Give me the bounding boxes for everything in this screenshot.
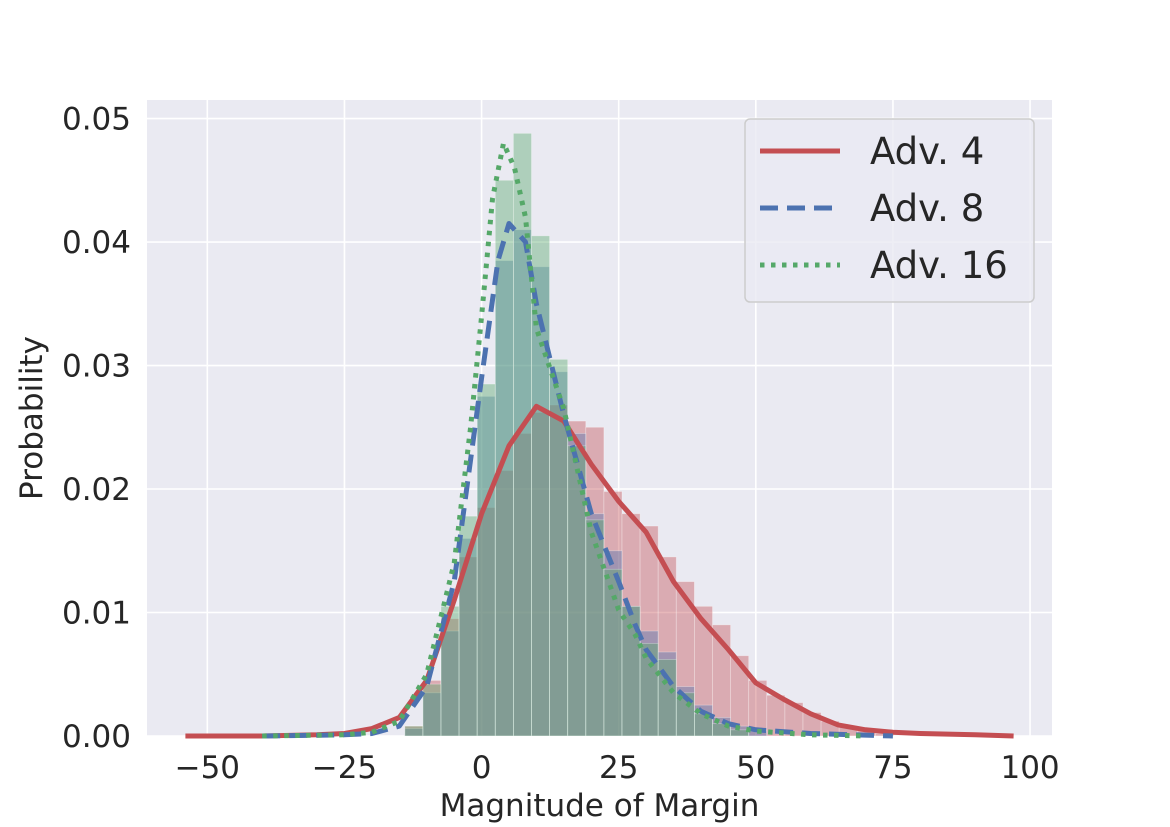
hist-bar-series-2 [512,229,532,737]
hist-bar-series-3 [567,445,587,737]
x-tick-label: −25 [312,750,377,786]
hist-bar-series-1 [730,655,750,737]
hist-bar-series-2 [476,395,496,737]
legend-label-series-1: Adv. 4 [870,130,984,173]
hist-bar-series-3 [639,642,659,737]
hist-bar-series-2 [458,538,478,737]
x-tick-label: 0 [472,750,492,786]
hist-bar-series-1 [549,404,569,737]
hist-bar-series-1 [494,470,514,737]
hist-bar-series-3 [657,659,677,737]
hist-bar-series-3 [512,132,532,737]
x-axis-label: Magnitude of Margin [440,788,760,824]
hist-bar-series-3 [730,729,750,737]
kde-line-series-3 [262,140,866,739]
hist-bar-series-1 [693,605,713,737]
hist-bar-series-3 [621,605,641,737]
x-tick-label: 100 [1000,750,1059,786]
hist-bar-series-3 [531,235,550,737]
x-tick-label: 25 [599,750,638,786]
x-tick-label: 75 [873,750,912,786]
hist-bar-series-2 [494,260,514,737]
y-tick-label: 0.05 [62,102,131,138]
density-curves [185,140,1014,739]
y-axis-label: Probability [14,336,50,500]
hist-bar-series-2 [440,630,460,737]
hist-bar-series-3 [476,383,496,737]
legend-label-series-3: Adv. 16 [870,244,1008,287]
hist-bar-series-3 [422,683,442,737]
y-tick-label: 0.00 [62,719,131,755]
legend-label-series-2: Adv. 8 [870,187,984,230]
y-tick-label: 0.01 [62,596,131,632]
hist-bar-series-2 [531,266,550,737]
y-tick-label: 0.04 [62,225,131,261]
hist-bar-series-2 [549,371,569,737]
hist-bar-series-1 [404,725,424,737]
hist-bar-series-1 [422,680,442,737]
hist-bar-series-1 [531,412,550,737]
hist-bar-series-2 [422,692,442,737]
hist-bar-series-1 [712,624,731,737]
axis-ticks: −50 −25 0 25 50 75 100 0.00 0.01 0.02 0.03 0.04 0.05 [62,102,1060,786]
legend: Adv. 4 Adv. 8 Adv. 16 [744,118,1035,303]
hist-bar-series-2 [567,433,587,737]
y-tick-label: 0.02 [62,472,131,508]
hist-bar-series-3 [549,358,569,737]
hist-bar-series-1 [512,433,532,737]
kde-line-series-1 [185,403,1014,739]
hist-bar-series-2 [585,513,605,737]
kde-line-series-2 [262,221,893,739]
hist-bar-series-2 [603,550,623,737]
hist-bar-series-2 [404,728,424,737]
x-tick-label: 50 [736,750,775,786]
hist-bar-series-1 [748,680,768,737]
hist-bar-series-2 [621,605,641,737]
x-tick-label: −50 [175,750,240,786]
legend-box [744,118,1035,303]
hist-bar-series-3 [404,725,424,737]
hist-bar-series-1 [567,420,587,737]
hist-bar-series-3 [603,568,623,737]
hist-bar-series-3 [585,519,605,737]
y-tick-label: 0.03 [62,349,131,385]
